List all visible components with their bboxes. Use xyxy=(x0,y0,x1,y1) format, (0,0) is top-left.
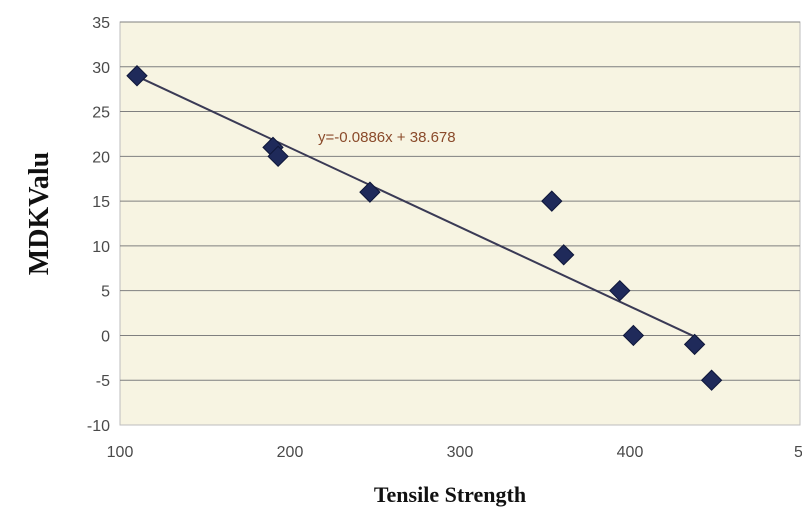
data-point xyxy=(622,324,645,347)
data-point xyxy=(359,181,381,203)
y-tick-label: 5 xyxy=(101,284,110,301)
data-point xyxy=(267,145,289,168)
data-point xyxy=(609,279,631,302)
data-points xyxy=(126,65,723,391)
x-axis-title: Tensile Strength xyxy=(374,482,526,507)
x-tick-label: 200 xyxy=(277,444,304,461)
data-point xyxy=(126,65,148,87)
y-tick-label: 35 xyxy=(92,15,110,32)
data-point xyxy=(541,190,563,212)
y-tick-label: -5 xyxy=(96,373,110,390)
data-point xyxy=(683,333,706,356)
data-point xyxy=(700,369,723,391)
y-tick-label: 25 xyxy=(92,105,110,122)
y-tick-label: 15 xyxy=(92,194,110,211)
y-tick-label: 10 xyxy=(92,239,110,256)
x-tick-label: 100 xyxy=(107,444,134,461)
x-tick-label: 300 xyxy=(447,444,474,461)
y-tick-label: 30 xyxy=(92,60,110,77)
y-tick-label: 20 xyxy=(92,149,110,166)
trendline xyxy=(136,75,699,340)
x-tick-label: 400 xyxy=(617,444,644,461)
data-point xyxy=(552,244,575,266)
x-tick-label: 5 xyxy=(794,444,802,461)
gridlines xyxy=(120,21,800,381)
y-tick-label: 0 xyxy=(101,328,110,345)
trendline-equation: y=-0.0886x + 38.678 xyxy=(318,129,456,146)
plot-area xyxy=(119,21,801,426)
y-tick-label: -10 xyxy=(87,418,110,435)
x-tick-labels: 100 200 300 400 5 xyxy=(107,444,802,461)
y-axis-title: MDKValu xyxy=(24,152,55,275)
y-tick-labels: 35 30 25 20 15 10 5 0 -5 -10 xyxy=(87,15,110,435)
